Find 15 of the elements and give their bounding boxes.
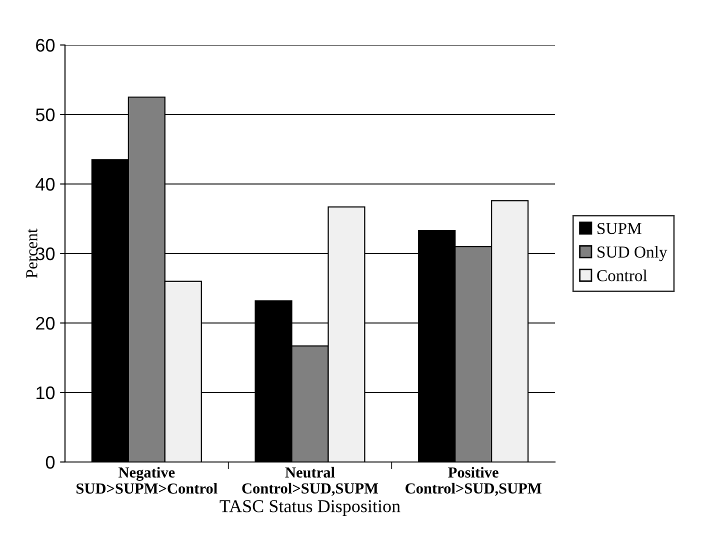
x-axis-title: TASC Status Disposition [220, 500, 400, 516]
y-tick-label: 60 [36, 38, 55, 52]
x-tick-label: Neutral Control>SUD,SUPM [242, 466, 378, 496]
x-tick-label: Negative SUD>SUPM>Control [76, 466, 218, 494]
y-tick-label: 10 [36, 386, 55, 400]
y-tick-label: 50 [36, 108, 55, 122]
legend-label: SUD Only [598, 246, 668, 262]
y-tick-label: 0 [46, 456, 55, 469]
x-tick-label: Positive Control>SUD,SUPM [406, 466, 542, 496]
y-axis-title: Percent [26, 228, 38, 278]
legend-label: Control [597, 270, 648, 282]
y-tick-label: 40 [36, 178, 55, 191]
legend-label: SUPM [598, 222, 642, 234]
y-tick-label: 20 [36, 316, 55, 330]
y-tick-label: 30 [36, 247, 55, 260]
